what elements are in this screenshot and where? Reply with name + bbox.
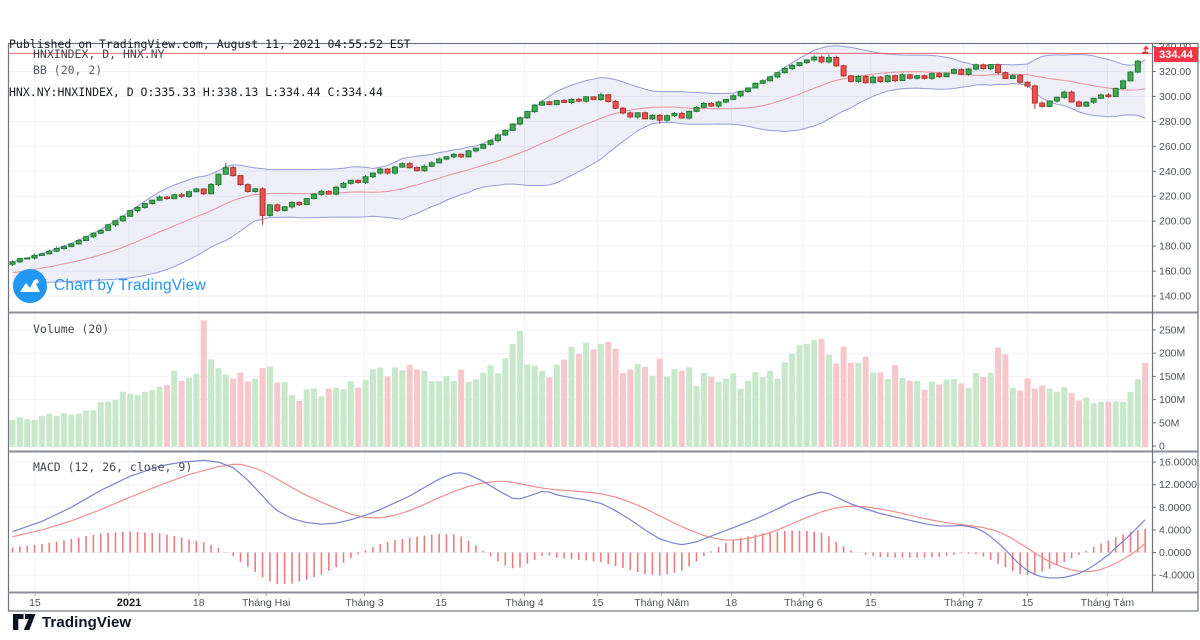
axis-tick-label: 240.00: [1159, 166, 1191, 178]
bb-indicator-legend[interactable]: BB (20, 2): [33, 63, 103, 77]
axis-tick-label: 300.00: [1159, 91, 1191, 103]
macd-axis[interactable]: 16.0000 12.0000 8.0000 4.0000 0.0000 -4.0000: [1152, 457, 1197, 582]
chart-frame: [7, 42, 1199, 612]
candlesticks: [9, 48, 1149, 267]
volume-bars: [9, 320, 1149, 447]
time-tick-label: Tháng 7: [944, 597, 983, 609]
axis-tick-label: 12.0000: [1159, 479, 1197, 491]
axis-tick-label: 50M: [1159, 417, 1179, 429]
watermark-label: Chart by TradingView: [54, 277, 206, 294]
axis-tick-label: 200.00: [1159, 216, 1191, 228]
time-tick-label: 18: [193, 597, 205, 609]
axis-tick-label: 140.00: [1159, 291, 1191, 303]
header-ohlc-line: HNX.NY:HNXINDEX, D O:335.33 H:338.13 L:3…: [9, 85, 383, 99]
header-publish-line: Published on TradingView.com, August 11,…: [9, 37, 411, 51]
time-tick-label: 2021: [117, 597, 141, 609]
time-tick-label: Tháng 3: [345, 597, 384, 609]
symbol-legend[interactable]: HNXINDEX, D, HNX.NY: [33, 47, 165, 61]
time-tick-label: 18: [726, 597, 738, 609]
axis-tick-label: 320.00: [1159, 66, 1191, 78]
time-tick-label: 15: [29, 597, 41, 609]
bollinger-bands: [12, 45, 1146, 285]
volume-axis[interactable]: 250M 200M 150M 100M 50M 0: [1152, 325, 1185, 453]
axis-tick-label: 160.00: [1159, 266, 1191, 278]
axis-tick-label: 4.0000: [1159, 524, 1191, 536]
grid-lines: [9, 44, 1152, 592]
footer-brand-label[interactable]: TradingView: [42, 614, 132, 631]
tradingview-logo-icon[interactable]: [13, 614, 36, 631]
axis-tick-label: 8.0000: [1159, 502, 1191, 514]
time-tick-label: Tháng 4: [505, 597, 544, 609]
time-tick-label: 15: [1022, 597, 1034, 609]
footer: TradingView: [13, 614, 131, 631]
macd-plot: [11, 459, 1146, 585]
time-tick-label: 15: [435, 597, 447, 609]
time-tick-label: Tháng Năm: [634, 597, 689, 609]
tradingview-mountain-icon: [13, 269, 47, 303]
axis-tick-label: 260.00: [1159, 141, 1191, 153]
axis-tick-label: -4.0000: [1159, 570, 1195, 582]
tradingview-watermark-link[interactable]: Chart by TradingView: [13, 269, 206, 303]
price-axis[interactable]: 340.00320.00300.00280.00260.00240.00220.…: [1152, 41, 1191, 303]
macd-indicator-legend[interactable]: MACD (12, 26, close, 9): [33, 460, 193, 474]
axis-tick-label: 0: [1159, 441, 1165, 453]
last-price-line: [9, 45, 1152, 54]
time-axis[interactable]: 15 2021 18 Tháng Hai Tháng 3 15 Tháng 4 15 Tháng…: [29, 593, 1134, 609]
axis-tick-label: 16.0000: [1159, 457, 1197, 469]
time-tick-label: 15: [592, 597, 604, 609]
last-price-label: 334.44: [1154, 47, 1198, 62]
time-tick-label: 15: [865, 597, 877, 609]
axis-tick-label: 250M: [1159, 325, 1185, 337]
axis-tick-label: 220.00: [1159, 191, 1191, 203]
header: Published on TradingView.com, August 11,…: [9, 4, 411, 132]
axis-tick-label: 100M: [1159, 394, 1185, 406]
time-tick-label: Tháng Tám: [1081, 597, 1135, 609]
axis-tick-label: 280.00: [1159, 116, 1191, 128]
time-tick-label: Tháng 6: [784, 597, 823, 609]
axis-tick-label: 150M: [1159, 371, 1185, 383]
axis-tick-label: 180.00: [1159, 241, 1191, 253]
axis-tick-label: 200M: [1159, 348, 1185, 360]
axis-tick-label: 0.0000: [1159, 547, 1191, 559]
time-tick-label: Tháng Hai: [242, 597, 290, 609]
volume-indicator-legend[interactable]: Volume (20): [33, 322, 110, 336]
